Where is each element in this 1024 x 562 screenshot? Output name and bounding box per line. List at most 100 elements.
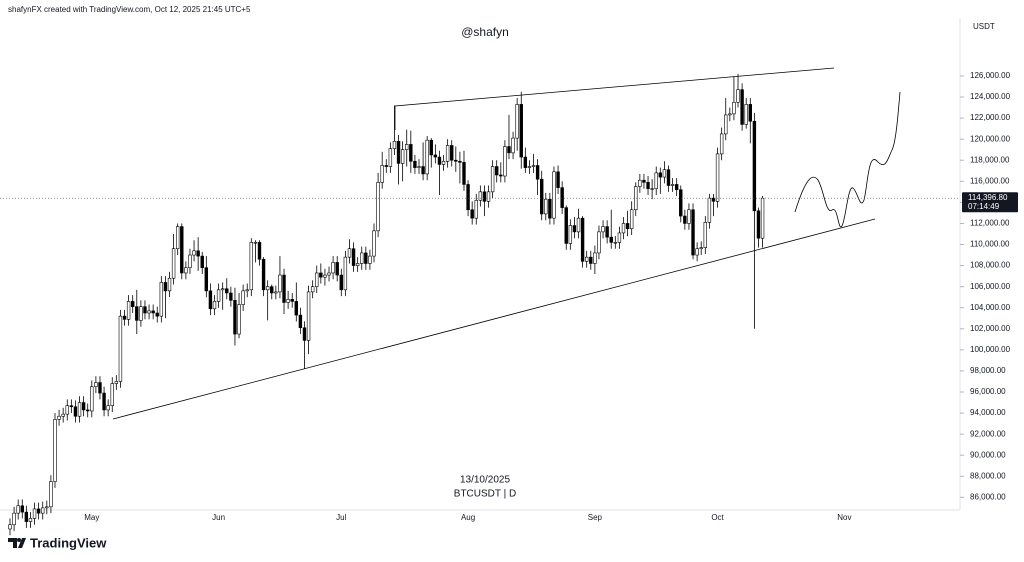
y-tick-label: 116,000.00 bbox=[970, 176, 1010, 185]
candle-body bbox=[245, 289, 249, 292]
candle-body bbox=[327, 272, 331, 276]
x-tick-label: Sep bbox=[588, 513, 603, 522]
candle-body bbox=[204, 267, 209, 292]
candle-body bbox=[601, 226, 605, 233]
candle-body bbox=[535, 165, 540, 180]
candle-body bbox=[249, 242, 254, 291]
x-tick-label: Jul bbox=[336, 513, 346, 522]
candle-body bbox=[208, 290, 213, 310]
x-tick-label: Oct bbox=[711, 513, 724, 522]
candle-body bbox=[306, 291, 311, 341]
candle-body bbox=[73, 406, 78, 417]
candle-body bbox=[261, 258, 266, 291]
candle-body bbox=[687, 209, 691, 224]
candle-body bbox=[454, 159, 458, 162]
candle-body bbox=[703, 222, 708, 248]
candle-body bbox=[421, 166, 425, 175]
candle-body bbox=[24, 511, 29, 522]
candle-body bbox=[560, 187, 564, 208]
y-tick-label: 126,000.00 bbox=[970, 71, 1011, 80]
y-tick-label: 108,000.00 bbox=[970, 261, 1011, 270]
author-tag: @shafyn bbox=[461, 25, 509, 39]
candle-body bbox=[310, 286, 315, 293]
candle-body bbox=[20, 505, 24, 513]
currency-label: USDT bbox=[973, 22, 995, 31]
candle-body bbox=[102, 392, 106, 411]
y-tick-label: 112,000.00 bbox=[970, 219, 1010, 228]
candle-body bbox=[621, 223, 626, 234]
candle-body bbox=[556, 171, 560, 188]
candles bbox=[8, 73, 765, 536]
candle-body bbox=[711, 197, 716, 202]
candle-body bbox=[36, 508, 41, 514]
candle-body bbox=[605, 226, 609, 238]
candle-body bbox=[396, 140, 401, 164]
candle-body bbox=[126, 301, 131, 320]
x-tick-label: Aug bbox=[461, 513, 475, 522]
candle-body bbox=[629, 209, 634, 230]
tv-logo bbox=[8, 538, 26, 548]
candle-body bbox=[118, 315, 123, 382]
candle-body bbox=[200, 255, 204, 268]
candle-body bbox=[114, 381, 119, 384]
lower-trendline bbox=[112, 218, 876, 420]
candle-body bbox=[184, 267, 188, 274]
candle-body bbox=[241, 290, 245, 305]
candle-body bbox=[437, 156, 442, 165]
candle-body bbox=[131, 301, 135, 307]
candle-body bbox=[650, 188, 654, 190]
candle-body bbox=[719, 133, 724, 155]
candle-body bbox=[752, 120, 757, 212]
y-tick-label: 96,000.00 bbox=[970, 387, 1006, 396]
candle-body bbox=[143, 306, 147, 314]
candle-body bbox=[441, 160, 446, 165]
candle-body bbox=[53, 419, 57, 482]
candle-body bbox=[527, 166, 532, 168]
candle-body bbox=[368, 255, 372, 264]
candle-body bbox=[65, 405, 69, 415]
candle-body bbox=[106, 405, 110, 411]
candle-body bbox=[544, 198, 548, 215]
candle-body bbox=[57, 415, 61, 420]
candle-body bbox=[736, 89, 740, 103]
candle-body bbox=[568, 225, 573, 244]
y-tick-label: 86,000.00 bbox=[970, 492, 1006, 501]
candle-body bbox=[474, 199, 478, 219]
candle-body bbox=[584, 256, 589, 262]
y-tick-label: 118,000.00 bbox=[970, 155, 1010, 164]
candle-body bbox=[216, 289, 221, 302]
candle-body bbox=[728, 113, 732, 116]
candle-body bbox=[122, 315, 127, 320]
candle-body bbox=[49, 481, 53, 508]
candle-body bbox=[724, 114, 728, 135]
candle-body bbox=[159, 282, 164, 317]
candle-body bbox=[233, 300, 237, 335]
y-tick-label: 88,000.00 bbox=[970, 471, 1006, 480]
candle-body bbox=[515, 104, 519, 139]
candle-body bbox=[151, 310, 155, 314]
candle-body bbox=[343, 256, 348, 291]
candle-body bbox=[715, 153, 720, 202]
candle-body bbox=[86, 409, 90, 412]
candle-body bbox=[478, 191, 483, 201]
candle-body bbox=[507, 146, 511, 154]
candle-body bbox=[188, 254, 192, 268]
candle-body bbox=[229, 292, 233, 301]
candle-body bbox=[666, 169, 671, 186]
candle-body bbox=[335, 262, 339, 276]
candle-body bbox=[163, 282, 168, 292]
y-tick-label: 124,000.00 bbox=[970, 92, 1011, 101]
candle-body bbox=[400, 149, 405, 164]
candle-body bbox=[691, 209, 695, 256]
projection-path bbox=[794, 91, 901, 228]
candle-body bbox=[756, 210, 761, 239]
candle-body bbox=[32, 508, 37, 519]
candle-body bbox=[662, 169, 667, 178]
candle-body bbox=[298, 314, 303, 329]
candle-body bbox=[674, 184, 679, 191]
candle-body bbox=[16, 505, 20, 514]
candle-body bbox=[760, 197, 765, 239]
candle-body bbox=[384, 165, 388, 167]
